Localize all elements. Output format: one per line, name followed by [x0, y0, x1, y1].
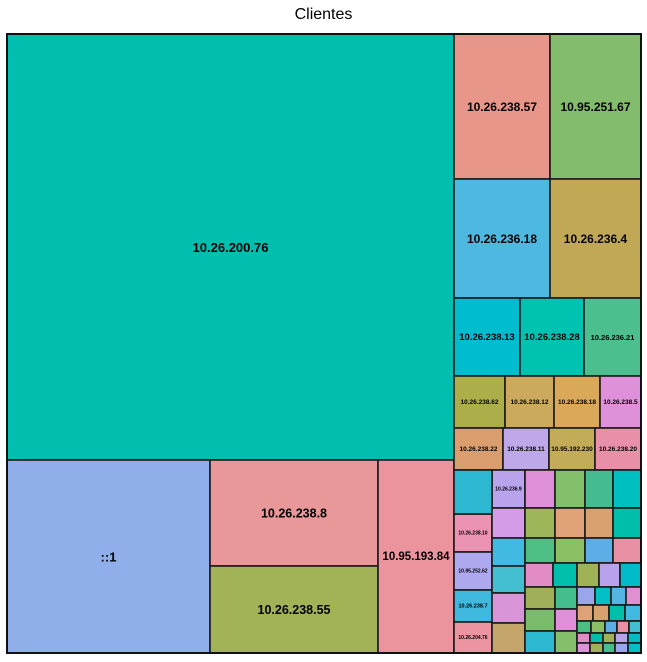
treemap-tile-label: 10.26.238.5 [603, 399, 638, 406]
treemap-tile [453, 33, 551, 180]
treemap-tile [552, 562, 578, 588]
treemap-tile [583, 297, 642, 377]
treemap-tile-label: 10.95.251.67 [560, 100, 630, 114]
treemap-tile [589, 632, 604, 644]
treemap-tile [576, 620, 592, 634]
treemap-tile [548, 427, 596, 471]
treemap-tile-label: ::1 [101, 550, 117, 565]
treemap-tile [576, 604, 594, 622]
treemap-tile-label: 10.95.192.230 [551, 446, 593, 453]
treemap-tile [616, 620, 630, 634]
treemap-tile [554, 537, 586, 564]
treemap-tile [598, 562, 621, 588]
treemap-tile-label: 10.95.252.62 [458, 569, 487, 575]
treemap-tile [491, 565, 526, 594]
treemap-tile-label: 10.26.238.28 [524, 332, 579, 343]
treemap-tile [524, 586, 556, 610]
treemap-tile-label: 10.26.238.18 [558, 399, 596, 406]
treemap-tile [453, 297, 521, 377]
treemap-tile-label: 10.95.193.84 [382, 551, 450, 563]
treemap-tile [524, 507, 556, 539]
treemap-tile [576, 632, 591, 644]
treemap-tile [589, 642, 604, 654]
treemap-tile [453, 427, 504, 471]
treemap-tile [576, 586, 596, 606]
treemap-tile [209, 459, 379, 567]
treemap-tile [612, 469, 642, 509]
treemap-tile [6, 459, 211, 654]
treemap-tile [6, 33, 455, 461]
treemap-tile-label: 10.26.238.55 [258, 603, 331, 617]
treemap-tile-label: 10.26.238.57 [467, 100, 537, 114]
treemap-tile-label: 10.26.200.76 [193, 240, 269, 255]
treemap-tile-label: 10.26.236.21 [591, 333, 635, 342]
treemap-tile [599, 375, 642, 429]
treemap-tile [594, 427, 642, 471]
treemap-tile [614, 632, 629, 644]
treemap-tile [612, 537, 642, 564]
treemap-tile [491, 537, 526, 567]
treemap-tile [453, 551, 493, 591]
treemap-tile [604, 620, 618, 634]
treemap-tile [524, 537, 556, 564]
treemap-tile [584, 469, 614, 509]
treemap-tile [602, 642, 616, 654]
treemap-tile [524, 630, 556, 654]
treemap-tile-label: 10.26.204.76 [458, 635, 487, 641]
treemap-tile [625, 586, 642, 606]
treemap-tile-label: 10.26.236.4 [564, 232, 628, 246]
treemap-tile [209, 565, 379, 654]
treemap-tile-label: 10.26.238.8 [261, 507, 327, 521]
treemap-tile [491, 592, 526, 624]
treemap-tile [624, 604, 642, 622]
treemap-tile-label: 10.26.238.22 [460, 446, 498, 453]
treemap-tile [554, 630, 578, 654]
treemap-tile [594, 586, 612, 606]
treemap-tile-label: 10.26.236.9 [495, 487, 522, 493]
treemap-tile [590, 620, 606, 634]
treemap-tile [627, 642, 642, 654]
treemap-tile [453, 469, 493, 515]
treemap-tile [614, 642, 629, 654]
treemap-tile-label: 10.26.238.7 [458, 604, 487, 610]
treemap-tile [504, 375, 555, 429]
treemap-tile [554, 507, 586, 539]
treemap-tile-label: 10.26.236.18 [467, 232, 537, 246]
treemap-frame [6, 33, 642, 654]
treemap-tile [453, 178, 551, 299]
treemap-tile [592, 604, 610, 622]
treemap-tile [554, 608, 578, 632]
treemap-tile-label: 10.26.238.20 [599, 446, 637, 453]
treemap-tile [576, 562, 600, 588]
treemap-tile [491, 622, 526, 654]
treemap-tile [554, 586, 578, 610]
treemap-tile [602, 632, 616, 644]
treemap-tile [627, 632, 642, 644]
treemap-tile [576, 642, 591, 654]
treemap-tile [584, 507, 614, 539]
treemap-tile [524, 608, 556, 632]
treemap-tile [610, 586, 627, 606]
treemap-tile-label: 10.26.238.10 [458, 531, 487, 537]
treemap-tile [612, 507, 642, 539]
treemap-tile-label: 10.26.238.62 [461, 399, 499, 406]
chart-title: Clientes [294, 6, 353, 23]
treemap-tile [584, 537, 614, 564]
treemap-tile [608, 604, 626, 622]
treemap-tile [554, 469, 586, 509]
treemap-tile [491, 507, 526, 539]
treemap-tile-label: 10.26.238.11 [507, 446, 545, 453]
treemap-tile [524, 469, 556, 509]
treemap-tile-label: 10.26.238.13 [459, 332, 514, 343]
treemap-tile [628, 620, 642, 634]
treemap-tile-label: 10.26.238.12 [511, 399, 549, 406]
treemap-tile [524, 562, 554, 588]
treemap-tile [619, 562, 642, 588]
